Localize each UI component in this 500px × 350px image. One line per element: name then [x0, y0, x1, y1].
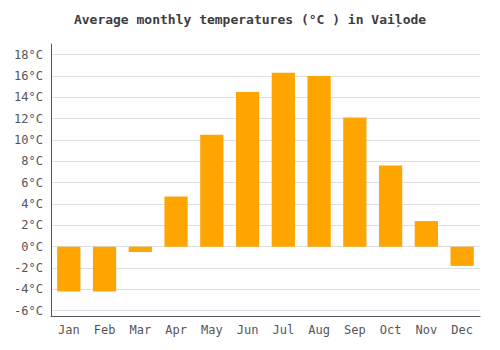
svg-text:Nov: Nov: [416, 323, 438, 337]
svg-text:0°C: 0°C: [21, 240, 43, 254]
svg-text:Jun: Jun: [237, 323, 259, 337]
svg-text:16°C: 16°C: [14, 69, 43, 83]
svg-text:18°C: 18°C: [14, 48, 43, 62]
svg-text:-2°C: -2°C: [14, 261, 43, 275]
svg-text:2°C: 2°C: [21, 218, 43, 232]
svg-text:Oct: Oct: [380, 323, 402, 337]
svg-text:Jan: Jan: [58, 323, 80, 337]
svg-text:12°C: 12°C: [14, 112, 43, 126]
svg-text:8°C: 8°C: [21, 154, 43, 168]
svg-text:Feb: Feb: [94, 323, 116, 337]
svg-text:Mar: Mar: [129, 323, 151, 337]
svg-text:Dec: Dec: [451, 323, 473, 337]
svg-text:14°C: 14°C: [14, 90, 43, 104]
svg-text:May: May: [201, 323, 223, 337]
svg-text:4°C: 4°C: [21, 197, 43, 211]
svg-text:Aug: Aug: [308, 323, 330, 337]
svg-text:Jul: Jul: [272, 323, 294, 337]
svg-text:-6°C: -6°C: [14, 304, 43, 318]
svg-text:6°C: 6°C: [21, 176, 43, 190]
svg-text:Apr: Apr: [165, 323, 187, 337]
svg-text:-4°C: -4°C: [14, 282, 43, 296]
svg-text:Average monthly temperatures (: Average monthly temperatures (°C ) in Va…: [74, 12, 426, 27]
svg-text:Sep: Sep: [344, 323, 366, 337]
svg-text:10°C: 10°C: [14, 133, 43, 147]
